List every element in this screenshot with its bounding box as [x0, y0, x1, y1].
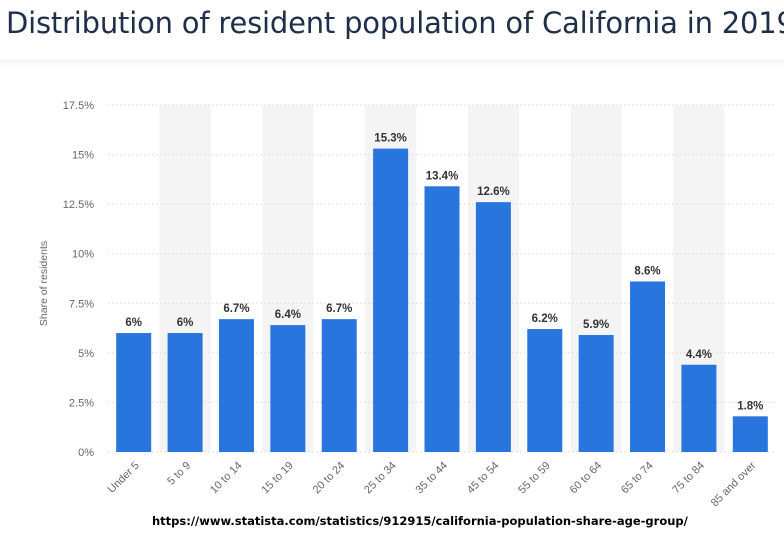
bar — [373, 148, 409, 452]
y-axis-label: Share of residents — [38, 241, 50, 326]
bar — [167, 333, 203, 452]
bar — [578, 335, 614, 452]
value-label: 6.4% — [275, 309, 301, 321]
bar — [424, 186, 460, 452]
y-tick-label: 5% — [78, 348, 94, 360]
bar — [218, 319, 254, 452]
value-label: 13.4% — [426, 170, 459, 182]
y-tick-label: 7.5% — [69, 298, 94, 310]
bar — [475, 202, 511, 452]
value-label: 6% — [125, 317, 142, 329]
x-tick-label: 60 to 64 — [568, 460, 605, 497]
y-tick-label: 10% — [72, 249, 94, 261]
y-tick-label: 0% — [78, 447, 94, 459]
value-label: 1.8% — [737, 400, 763, 412]
value-label: 6.2% — [532, 313, 558, 325]
value-labels: 6% 6% 6.7% 6.4% 6.7% 15.3% 13.4% 12.6% 6.2% 5.9% 8… — [125, 133, 763, 413]
bar — [527, 329, 563, 452]
value-label: 12.6% — [477, 186, 510, 198]
bar — [732, 416, 768, 452]
value-label: 15.3% — [374, 133, 407, 145]
bar — [321, 319, 357, 452]
x-tick-label: 20 to 24 — [311, 460, 348, 497]
x-tick-label: 25 to 34 — [362, 460, 399, 497]
source-url: https://www.statista.com/statistics/9129… — [152, 514, 688, 528]
value-label: 5.9% — [583, 319, 609, 331]
x-tick-label: 85 and over — [709, 459, 759, 509]
bar — [116, 333, 152, 452]
bars — [116, 148, 768, 452]
value-label: 6.7% — [223, 303, 249, 315]
x-tick-label: 55 to 59 — [516, 460, 553, 497]
y-tick-label: 12.5% — [63, 199, 94, 211]
y-tick-label: 17.5% — [63, 100, 94, 112]
panel-shadow — [0, 60, 784, 68]
value-label: 6% — [177, 317, 194, 329]
bar — [270, 325, 306, 452]
x-tick-label: 65 to 74 — [619, 460, 656, 497]
x-tick-label: 5 to 9 — [165, 460, 193, 488]
chart-title: Distribution of resident population of C… — [6, 6, 784, 40]
value-label: 6.7% — [326, 303, 352, 315]
x-tick-labels: Under 5 5 to 9 10 to 14 15 to 19 20 to 24 25 … — [106, 459, 759, 509]
value-label: 8.6% — [634, 265, 660, 277]
x-tick-label: 45 to 54 — [465, 460, 502, 497]
x-tick-label: 75 to 84 — [670, 460, 707, 497]
bar — [630, 281, 666, 452]
y-tick-label: 2.5% — [69, 397, 94, 409]
y-tick-labels: 0% 2.5% 5% 7.5% 10% 12.5% 15% 17.5% — [63, 100, 94, 459]
y-tick-label: 15% — [72, 150, 94, 162]
value-label: 4.4% — [686, 349, 712, 361]
bar — [681, 364, 717, 452]
x-tick-label: Under 5 — [106, 460, 142, 496]
x-tick-label: 35 to 44 — [414, 460, 451, 497]
x-tick-label: 15 to 19 — [259, 460, 296, 497]
x-tick-label: 10 to 14 — [208, 460, 245, 497]
